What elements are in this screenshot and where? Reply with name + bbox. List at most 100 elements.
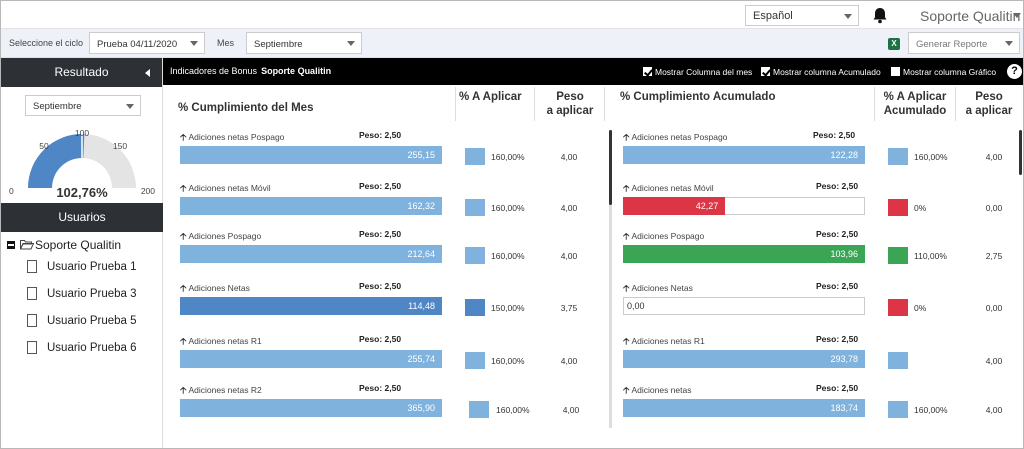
apply-percent: 160,00% [491, 152, 525, 162]
accum-apply-weight: 4,00 [985, 405, 1003, 415]
accum-progress-bar: 0,00 [623, 297, 865, 315]
notification-bell-icon[interactable] [871, 6, 889, 24]
sidebar-month-select[interactable]: Septiembre [25, 95, 141, 116]
collapse-minus-icon[interactable] [7, 241, 15, 249]
month-progress-value: 255,74 [407, 354, 435, 364]
indicator-label: 🡡 Adiciones Pospago [180, 229, 261, 245]
accum-progress-bar: 183,74 [623, 399, 865, 417]
indicator-label: 🡡 Adiciones netas R1 [180, 334, 262, 350]
month-progress-value: 365,90 [407, 403, 435, 413]
accum-indicator-label: 🡡 Adiciones Netas [623, 281, 693, 297]
month-progress-fill: 255,15 [180, 146, 442, 164]
month-progress-fill: 255,74 [180, 350, 442, 368]
document-icon [27, 314, 37, 327]
middle-scrollbar-track[interactable] [609, 130, 612, 428]
report-select[interactable]: Generar Reporte [908, 32, 1020, 54]
tree-user-item[interactable]: Usuario Prueba 1 [7, 254, 137, 281]
collapse-arrow-icon[interactable] [145, 69, 150, 77]
excel-icon[interactable]: X [888, 38, 900, 50]
indicator-row: 🡡 Adiciones netas R1 Peso: 2,50 255,74 160,0… [0, 334, 1002, 386]
arrow-up-icon: 🡡 [623, 283, 630, 293]
show-chart-checkbox[interactable]: Mostrar columna Gráfico [891, 67, 996, 77]
result-gauge: 0 50 100 150 200 [9, 128, 155, 196]
accum-indicator-label: 🡡 Adiciones netas Pospago [623, 130, 727, 146]
result-header[interactable]: Resultado [1, 58, 162, 87]
language-select[interactable]: Español [745, 5, 859, 26]
accum-apply-percent: 0% [914, 303, 927, 313]
chevron-down-icon [347, 41, 355, 46]
middle-scrollbar-thumb[interactable] [609, 130, 612, 205]
accum-apply-color-swatch [888, 352, 908, 369]
apply-color-swatch [465, 247, 485, 264]
header-weight-accum-line2: a aplicar [965, 105, 1013, 117]
tree-user-item[interactable]: Usuario Prueba 5 [7, 308, 137, 335]
indicator-label-text: Adiciones netas Móvil [188, 183, 271, 193]
accum-weight-label: Peso: 2,50 [813, 130, 856, 140]
arrow-up-icon: 🡡 [623, 183, 630, 193]
tree-user-item[interactable]: Usuario Prueba 6 [7, 335, 137, 362]
right-scrollbar-thumb[interactable] [1019, 130, 1022, 175]
apply-weight: 4,00 [560, 203, 578, 213]
chevron-down-icon [126, 104, 134, 109]
chevron-down-icon [844, 14, 852, 19]
checkbox-checked-icon[interactable] [761, 67, 770, 76]
header-divider [534, 87, 535, 121]
indicator-label: 🡡 Adiciones netas Móvil [180, 181, 271, 197]
indicator-weight-label: Peso: 2,50 [359, 181, 402, 191]
tree-user-label: Usuario Prueba 1 [47, 261, 137, 273]
cycle-select[interactable]: Prueba 04/11/2020 [89, 32, 205, 54]
month-progress-fill: 365,90 [180, 399, 442, 417]
arrow-up-icon: 🡡 [180, 132, 187, 142]
accum-progress-value: 122,28 [830, 150, 858, 160]
indicator-weight-label: Peso: 2,50 [359, 281, 402, 291]
apply-percent: 160,00% [491, 251, 525, 261]
accum-indicator-label-text: Adiciones Netas [631, 283, 693, 293]
gauge-tick-50: 50 [39, 141, 49, 151]
accum-apply-percent: 110,00% [914, 251, 947, 261]
gauge-fill [28, 133, 85, 188]
apply-color-swatch [469, 401, 489, 418]
month-progress-fill: 162,32 [180, 197, 442, 215]
accum-apply-color-swatch [888, 148, 908, 165]
checkbox-unchecked-icon[interactable] [891, 67, 900, 76]
accum-progress-fill: 183,74 [623, 399, 865, 417]
apply-weight: 4,00 [560, 356, 578, 366]
header-weight-accum-line1: Peso [975, 91, 1003, 103]
accum-progress-fill: 293,78 [623, 350, 865, 368]
month-progress-bar: 114,48 [180, 297, 442, 315]
apply-percent: 150,00% [491, 303, 525, 313]
month-select[interactable]: Septiembre [246, 32, 362, 54]
user-menu[interactable]: Soporte Qualitin [920, 8, 1021, 24]
month-progress-bar: 255,74 [180, 350, 442, 368]
indicator-label: 🡡 Adiciones netas R2 [180, 383, 262, 399]
indicator-label: 🡡 Adiciones netas Pospago [180, 130, 284, 146]
accum-apply-percent: 160,00% [914, 405, 948, 415]
accum-progress-fill: 0,00 [623, 297, 863, 315]
accum-progress-bar: 293,78 [623, 350, 865, 368]
user-menu-chevron-icon[interactable] [1013, 13, 1021, 18]
arrow-up-icon: 🡡 [623, 336, 630, 346]
header-divider [955, 87, 956, 121]
accum-progress-bar: 122,28 [623, 146, 865, 164]
tree-user-item[interactable]: Usuario Prueba 3 [7, 281, 137, 308]
checkbox-checked-icon[interactable] [643, 67, 652, 76]
indicator-label-text: Adiciones netas R1 [188, 336, 262, 346]
show-month-checkbox[interactable]: Mostrar Columna del mes [643, 67, 752, 77]
accum-weight-label: Peso: 2,50 [816, 334, 859, 344]
indicators-title: Indicadores de Bonus Soporte Qualitin [170, 66, 331, 76]
indicator-weight-label: Peso: 2,50 [359, 229, 402, 239]
show-accum-checkbox[interactable]: Mostrar columna Acumulado [761, 67, 881, 77]
help-icon[interactable]: ? [1007, 64, 1022, 79]
header-weight-accum: Peso a aplicar [957, 90, 1021, 118]
tree-root[interactable]: Soporte Qualitin [7, 236, 137, 254]
apply-weight: 4,00 [562, 405, 580, 415]
month-progress-bar: 212,64 [180, 245, 442, 263]
main-toolbar: Indicadores de Bonus Soporte Qualitin Mos… [163, 58, 1023, 85]
document-icon [27, 260, 37, 273]
header-divider [604, 87, 605, 121]
accum-indicator-label-text: Adiciones netas R1 [631, 336, 705, 346]
header-apply-accum-line1: % A Aplicar [883, 91, 947, 103]
indicator-row: 🡡 Adiciones netas Móvil Peso: 2,50 162,32 16… [0, 181, 1002, 233]
apply-color-swatch [465, 148, 485, 165]
month-progress-fill: 114,48 [180, 297, 442, 315]
